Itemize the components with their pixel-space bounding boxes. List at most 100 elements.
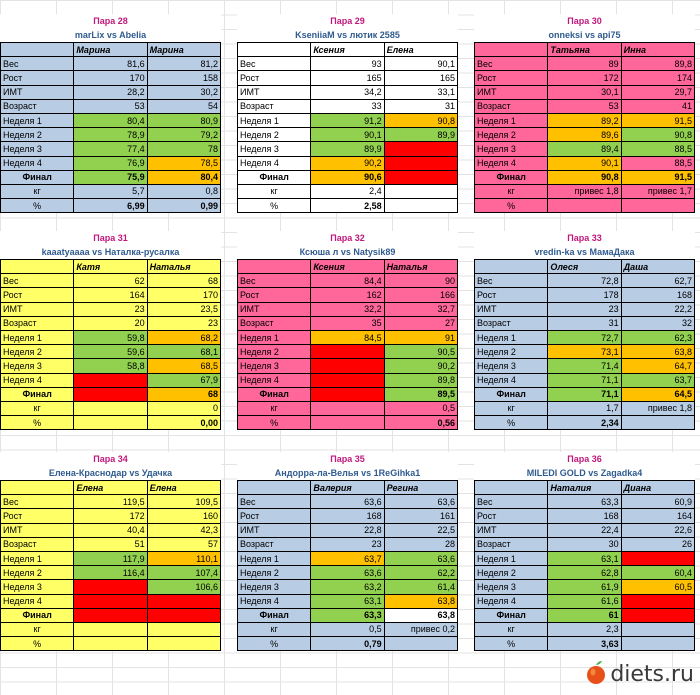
- participant-2-cell[interactable]: Диана: [620, 479, 696, 496]
- participant-2-cell[interactable]: 78,5: [146, 155, 222, 171]
- participant-2-cell[interactable]: 63,7: [620, 372, 696, 388]
- participant-2-cell[interactable]: 90,8: [620, 127, 696, 143]
- participant-2-cell[interactable]: [620, 198, 696, 214]
- participant-2-cell[interactable]: Наталья: [146, 258, 222, 275]
- participant-1-cell[interactable]: 89,2: [547, 112, 622, 129]
- participant-1-cell[interactable]: 93: [310, 56, 385, 72]
- row-label[interactable]: %: [473, 415, 549, 431]
- participant-1-cell[interactable]: 22,8: [310, 522, 385, 538]
- row-label[interactable]: ИМТ: [236, 84, 312, 100]
- participant-1-cell[interactable]: [310, 344, 385, 360]
- participant-1-cell[interactable]: 0,79: [310, 636, 385, 652]
- participant-2-cell[interactable]: [146, 607, 222, 623]
- participant-1-cell[interactable]: 90,1: [310, 127, 385, 143]
- participant-1-cell[interactable]: 6,99: [73, 198, 148, 214]
- participant-1-cell[interactable]: 63,3: [547, 494, 622, 510]
- participant-2-cell[interactable]: 23: [146, 315, 222, 331]
- participant-1-cell[interactable]: 1,7: [547, 400, 622, 417]
- participant-1-cell[interactable]: 172: [547, 70, 622, 86]
- participant-1-cell[interactable]: [73, 607, 148, 623]
- participant-2-cell[interactable]: 0: [146, 400, 222, 417]
- participant-1-cell[interactable]: 117,9: [73, 550, 148, 567]
- participant-1-cell[interactable]: 71,1: [547, 372, 622, 388]
- participant-2-cell[interactable]: Марина: [146, 41, 222, 58]
- row-label[interactable]: Вес: [0, 494, 75, 510]
- participant-2-cell[interactable]: 90: [383, 273, 459, 289]
- row-label[interactable]: [0, 41, 75, 58]
- row-label[interactable]: ИМТ: [473, 522, 549, 538]
- participant-1-cell[interactable]: 23: [547, 301, 622, 317]
- row-label[interactable]: кг: [0, 400, 75, 417]
- participant-1-cell[interactable]: 28,2: [73, 84, 148, 100]
- participant-1-cell[interactable]: 32,2: [310, 301, 385, 317]
- row-label[interactable]: Рост: [0, 508, 75, 524]
- participant-1-cell[interactable]: [73, 593, 148, 609]
- participant-2-cell[interactable]: 90,8: [383, 112, 459, 129]
- participant-1-cell[interactable]: 71,4: [547, 358, 622, 374]
- row-label[interactable]: кг: [236, 400, 312, 417]
- participant-1-cell[interactable]: 59,8: [73, 329, 148, 346]
- participant-2-cell[interactable]: 89,5: [383, 386, 459, 402]
- participant-1-cell[interactable]: 61,9: [547, 579, 622, 595]
- participant-2-cell[interactable]: 158: [146, 70, 222, 86]
- participant-1-cell[interactable]: 31: [547, 315, 622, 331]
- participant-2-cell[interactable]: 63,8: [383, 593, 459, 609]
- participant-1-cell[interactable]: [310, 358, 385, 374]
- participant-1-cell[interactable]: Валерия: [310, 479, 385, 496]
- row-label[interactable]: Возраст: [473, 315, 549, 331]
- participant-2-cell[interactable]: 64,7: [620, 358, 696, 374]
- participant-2-cell[interactable]: 27: [383, 315, 459, 331]
- participant-2-cell[interactable]: 60,9: [620, 494, 696, 510]
- participant-2-cell[interactable]: 88,5: [620, 141, 696, 157]
- participant-1-cell[interactable]: 76,9: [73, 155, 148, 171]
- participant-1-cell[interactable]: 78,9: [73, 127, 148, 143]
- participant-1-cell[interactable]: 3,63: [547, 636, 622, 652]
- participant-1-cell[interactable]: 80,4: [73, 112, 148, 129]
- row-label[interactable]: Неделя 1: [0, 550, 75, 567]
- row-label[interactable]: кг: [473, 621, 549, 638]
- row-label[interactable]: кг: [0, 621, 75, 638]
- participant-2-cell[interactable]: 170: [146, 287, 222, 303]
- row-label[interactable]: %: [473, 636, 549, 652]
- row-label[interactable]: Неделя 1: [473, 550, 549, 567]
- row-label[interactable]: Вес: [473, 56, 549, 72]
- row-label[interactable]: кг: [236, 621, 312, 638]
- row-label[interactable]: Неделя 1: [0, 329, 75, 346]
- row-label[interactable]: Возраст: [236, 536, 312, 552]
- row-label[interactable]: Рост: [473, 287, 549, 303]
- participant-2-cell[interactable]: 54: [146, 98, 222, 114]
- participant-1-cell[interactable]: 75,9: [73, 169, 148, 185]
- row-label[interactable]: [473, 41, 549, 58]
- participant-1-cell[interactable]: 89,6: [547, 127, 622, 143]
- participant-2-cell[interactable]: [620, 607, 696, 623]
- participant-1-cell[interactable]: 58,8: [73, 358, 148, 374]
- participant-1-cell[interactable]: 119,5: [73, 494, 148, 510]
- participant-1-cell[interactable]: 2,58: [310, 198, 385, 214]
- participant-1-cell[interactable]: 34,2: [310, 84, 385, 100]
- participant-2-cell[interactable]: 68: [146, 386, 222, 402]
- participant-1-cell[interactable]: [73, 621, 148, 638]
- row-label[interactable]: Вес: [0, 56, 75, 72]
- participant-2-cell[interactable]: 166: [383, 287, 459, 303]
- participant-1-cell[interactable]: Елена: [73, 479, 148, 496]
- participant-2-cell[interactable]: 30,2: [146, 84, 222, 100]
- participant-2-cell[interactable]: [620, 621, 696, 638]
- participant-1-cell[interactable]: 71,1: [547, 386, 622, 402]
- row-label[interactable]: %: [0, 415, 75, 431]
- participant-1-cell[interactable]: 63,6: [310, 494, 385, 510]
- row-label[interactable]: кг: [473, 400, 549, 417]
- participant-1-cell[interactable]: 63,2: [310, 579, 385, 595]
- participant-2-cell[interactable]: 42,3: [146, 522, 222, 538]
- participant-2-cell[interactable]: 60,4: [620, 565, 696, 581]
- participant-1-cell[interactable]: 89: [547, 56, 622, 72]
- participant-1-cell[interactable]: 30,1: [547, 84, 622, 100]
- row-label[interactable]: %: [0, 636, 75, 652]
- participant-1-cell[interactable]: 165: [310, 70, 385, 86]
- row-label[interactable]: Неделя 2: [473, 565, 549, 581]
- row-label[interactable]: Неделя 3: [0, 358, 75, 374]
- participant-2-cell[interactable]: Даша: [620, 258, 696, 275]
- row-label[interactable]: ИМТ: [0, 84, 75, 100]
- participant-1-cell[interactable]: 73,1: [547, 344, 622, 360]
- row-label[interactable]: Неделя 1: [236, 550, 312, 567]
- row-label[interactable]: Финал: [0, 386, 75, 402]
